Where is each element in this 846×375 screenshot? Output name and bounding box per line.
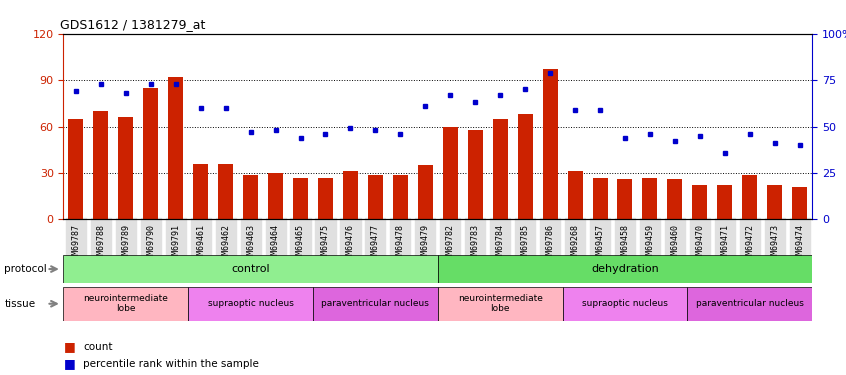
Text: supraoptic nucleus: supraoptic nucleus [207,299,294,308]
Bar [69,119,84,219]
Text: tissue: tissue [4,299,36,309]
Bar [687,287,812,321]
Bar [63,287,188,321]
Bar [318,178,333,219]
Text: paraventricular nucleus: paraventricular nucleus [321,299,430,308]
Bar [642,178,657,219]
Text: ■: ■ [63,357,75,370]
Bar [268,173,283,219]
Bar [437,287,563,321]
Bar [437,255,812,283]
Bar [218,164,233,219]
Text: paraventricular nucleus: paraventricular nucleus [695,299,804,308]
Bar [188,287,313,321]
Text: ■: ■ [63,340,75,353]
Bar [313,287,437,321]
Bar [717,185,733,219]
Text: protocol: protocol [4,264,47,274]
Bar [742,174,757,219]
Bar [767,185,783,219]
Bar [243,174,258,219]
Bar [618,179,633,219]
Bar [393,174,408,219]
Bar [193,164,208,219]
Bar [343,171,358,219]
Bar [563,287,687,321]
Bar [93,111,108,219]
Bar [667,179,683,219]
Bar [168,77,184,219]
Bar [442,127,458,219]
Text: percentile rank within the sample: percentile rank within the sample [83,359,259,369]
Text: count: count [83,342,113,352]
Bar [592,178,607,219]
Text: GDS1612 / 1381279_at: GDS1612 / 1381279_at [60,18,205,31]
Text: control: control [231,264,270,274]
Bar [518,114,533,219]
Bar [118,117,134,219]
Bar [792,187,807,219]
Text: neurointermediate
lobe: neurointermediate lobe [458,294,542,314]
Bar [542,69,558,219]
Bar [143,88,158,219]
Bar [418,165,433,219]
Bar [568,171,583,219]
Bar [368,174,383,219]
Text: neurointermediate
lobe: neurointermediate lobe [84,294,168,314]
Bar [63,255,437,283]
Bar [692,185,707,219]
Bar [468,130,483,219]
Bar [293,178,308,219]
Text: dehydration: dehydration [591,264,659,274]
Text: supraoptic nucleus: supraoptic nucleus [582,299,668,308]
Bar [492,119,508,219]
